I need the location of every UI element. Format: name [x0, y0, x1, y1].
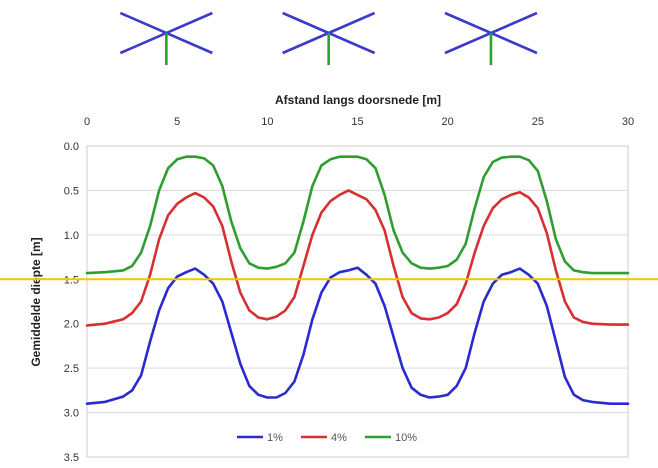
x-tick-label: 0: [84, 116, 90, 128]
series-line-1: [85, 189, 630, 327]
legend: 1% 4% 10%: [237, 432, 417, 444]
x-tick-label: 20: [442, 116, 454, 128]
x-tick-label: 30: [622, 116, 634, 128]
x-axis-title: Afstand langs doorsnede [m]: [275, 93, 441, 107]
y-tick-label: 0.5: [64, 185, 79, 197]
legend-label: 10%: [395, 432, 417, 444]
x-axis-ticks: 0 5 10 15 20 25 30: [84, 116, 634, 128]
series-lines: [85, 155, 630, 405]
y-axis-title: Gemiddelde diepte [m]: [29, 237, 43, 366]
legend-label: 1%: [267, 432, 283, 444]
y-tick-label: 2.0: [64, 319, 79, 331]
y-tick-label: 3.0: [64, 408, 79, 420]
x-tick-label: 25: [532, 116, 544, 128]
x-tick-label: 5: [174, 116, 180, 128]
y-tick-label: 0.0: [64, 141, 79, 153]
legend-label: 4%: [331, 432, 347, 444]
y-tick-label: 1.0: [64, 230, 79, 242]
y-tick-label: 2.5: [64, 363, 79, 375]
cross-symbols: [119, 11, 538, 65]
x-tick-label: 10: [261, 116, 273, 128]
x-tick-label: 15: [351, 116, 363, 128]
y-tick-label: 3.5: [64, 452, 79, 464]
plot-area: [86, 145, 629, 458]
y-axis-ticks: 0.00.51.01.52.02.53.03.5: [64, 141, 79, 464]
series-line-2: [85, 155, 630, 275]
series-line-0: [85, 266, 630, 405]
